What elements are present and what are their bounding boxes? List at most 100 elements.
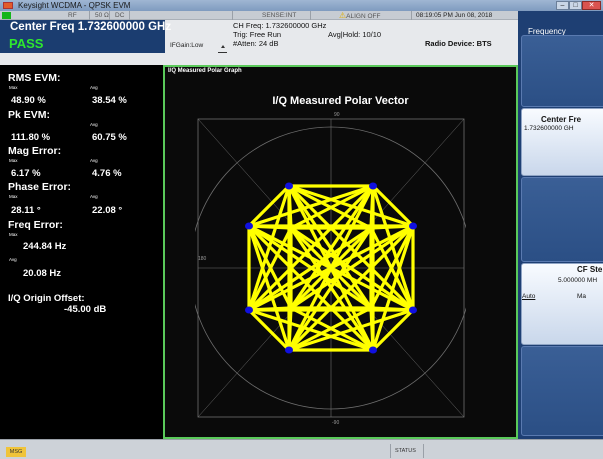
trace-segment [287, 307, 293, 351]
graph-title: I/Q Measured Polar Vector [272, 95, 409, 107]
softkey-value: 5.000000 MH [558, 277, 598, 284]
avg-hold: Avg|Hold: 10/10 [328, 30, 382, 39]
trace-segment [371, 184, 415, 228]
freq-error-metric: Freq Error: Max 244.84 Hz Avg 20.08 Hz [8, 219, 158, 279]
max-label: Max [9, 232, 18, 237]
timestamp: 08:19:05 PM Jun 08, 2018 [416, 12, 493, 19]
trace-segment [289, 227, 375, 351]
metric-name: Pk EVM: [8, 109, 51, 121]
trace-segment [287, 227, 373, 351]
metric-avg-value: 60.75 % [92, 132, 127, 143]
softkey-label: Center Fre [541, 115, 582, 124]
trace-segment [290, 184, 374, 230]
trace-segment [290, 226, 414, 312]
divider [411, 11, 412, 20]
phase-error-metric: Phase Error: Max Avg 28.11 ° 22.08 ° [8, 181, 158, 216]
iq-origin-offset-metric: I/Q Origin Offset: -45.00 dB [8, 293, 158, 315]
symbol-point [409, 222, 417, 230]
window-title-bar: Keysight WCDMA - QPSK EVM – □ ✕ [0, 0, 603, 11]
auto-option[interactable]: Auto [522, 293, 536, 300]
menu-title: Frequency [528, 27, 566, 36]
axis-label-top: 90 [334, 112, 340, 118]
close-button[interactable]: ✕ [582, 1, 601, 10]
ch-freq: CH Freq: 1.732600000 GHz [233, 21, 327, 30]
symbol-point [409, 306, 417, 314]
center-freq-display: Center Freq 1.732600000 GHz [0, 20, 171, 34]
ifgain-label: IFGain:Low [170, 42, 204, 49]
symbol-point [285, 182, 293, 190]
sense-label: SENSE:INT [262, 12, 297, 19]
avg-label: Avg [90, 122, 98, 127]
metric-avg-value: 22.08 ° [92, 205, 123, 216]
metric-name: I/Q Origin Offset: [8, 293, 85, 304]
metric-name: Mag Error: [8, 145, 62, 157]
avg-label: Avg [9, 257, 17, 262]
center-freq-text: Center Freq 1.732600000 GHz [10, 21, 172, 33]
symbol-point [369, 182, 377, 190]
rf-input-indicator [2, 12, 11, 19]
trigger-icon [218, 45, 227, 53]
coupling-label: DC [115, 12, 125, 19]
trace-segment [289, 226, 373, 310]
trace-segment [289, 185, 375, 309]
manual-option[interactable]: Ma [577, 293, 587, 300]
symbol-point [285, 346, 293, 354]
polar-plot: 90 180 -90 [195, 112, 466, 426]
metric-max-value: 244.84 Hz [23, 241, 67, 252]
divider [232, 11, 233, 20]
instrument-status-strip: RF 50 Ω DC SENSE:INT ⚠ALIGN OFF 08:19:05… [0, 11, 518, 20]
softkey-blank-3[interactable] [521, 346, 603, 436]
avg-label: Avg [90, 85, 98, 90]
avg-label: Avg [90, 158, 98, 163]
impedance-label: 50 Ω [95, 12, 109, 19]
warning-icon: ⚠ [339, 11, 347, 20]
channel-info: CH Freq: 1.732600000 GHz Trig: Free Run … [233, 21, 326, 48]
divider [109, 11, 110, 20]
metric-name: Freq Error: [8, 219, 63, 231]
pk-evm-metric: Pk EVM: Avg 111.80 % 60.75 % [8, 109, 158, 143]
metric-max-value: 28.11 ° [11, 205, 41, 216]
metric-avg-value: 20.08 Hz [23, 268, 62, 279]
minimize-button[interactable]: – [556, 1, 569, 10]
softkey-label: CF Ste [577, 265, 603, 274]
divider [310, 11, 311, 20]
symbol-point [245, 222, 253, 230]
trace-segment [371, 308, 415, 352]
keysight-app-icon [3, 2, 13, 9]
metric-avg-value: 38.54 % [92, 95, 127, 106]
results-panel: RMS EVM: Max Avg 48.90 % 38.54 % Pk EVM:… [0, 65, 163, 439]
metric-max-value: 48.90 % [11, 95, 46, 106]
metric-max-value: 111.80 % [11, 132, 51, 143]
measurement-bar: RF 50 Ω DC SENSE:INT ⚠ALIGN OFF 08:19:05… [0, 11, 518, 65]
trace-segment [248, 226, 372, 312]
axis-label-left: 180 [198, 256, 207, 262]
pass-status: PASS [9, 36, 44, 51]
status-bar: MSG STATUS [0, 439, 603, 459]
metric-name: Phase Error: [8, 181, 72, 193]
trigger-mode: Trig: Free Run [233, 30, 282, 39]
rf-label: RF [68, 12, 77, 19]
softkey-blank-1[interactable] [521, 35, 603, 107]
trace-segment [248, 308, 374, 352]
avg-label: Avg [90, 194, 98, 199]
align-warning: ⚠ALIGN OFF [339, 11, 381, 20]
metric-max-value: 6.17 % [11, 168, 41, 179]
message-indicator[interactable]: MSG [6, 447, 26, 457]
max-label: Max [9, 194, 18, 199]
cf-step-softkey[interactable]: CF Ste 5.000000 MH Auto Ma [521, 263, 603, 345]
softkey-blank-2[interactable] [521, 177, 603, 262]
softkey-panel: Frequency Center Fre 1.732600000 GH CF S… [518, 11, 603, 439]
attenuation: #Atten: 24 dB [233, 39, 279, 48]
status-label[interactable]: STATUS [395, 448, 416, 454]
maximize-button[interactable]: □ [569, 1, 582, 10]
center-freq-softkey[interactable]: Center Fre 1.732600000 GH [521, 108, 603, 176]
trace-segment [247, 225, 291, 351]
symbol-point [245, 306, 253, 314]
trace-segment [248, 224, 372, 310]
polar-graph-window[interactable]: I/Q Measured Polar Graph I/Q Measured Po… [163, 65, 518, 439]
graph-window-label: I/Q Measured Polar Graph [168, 68, 242, 74]
trace-segment [247, 225, 293, 309]
trace-segment [371, 225, 415, 351]
metric-value: -45.00 dB [64, 304, 107, 315]
